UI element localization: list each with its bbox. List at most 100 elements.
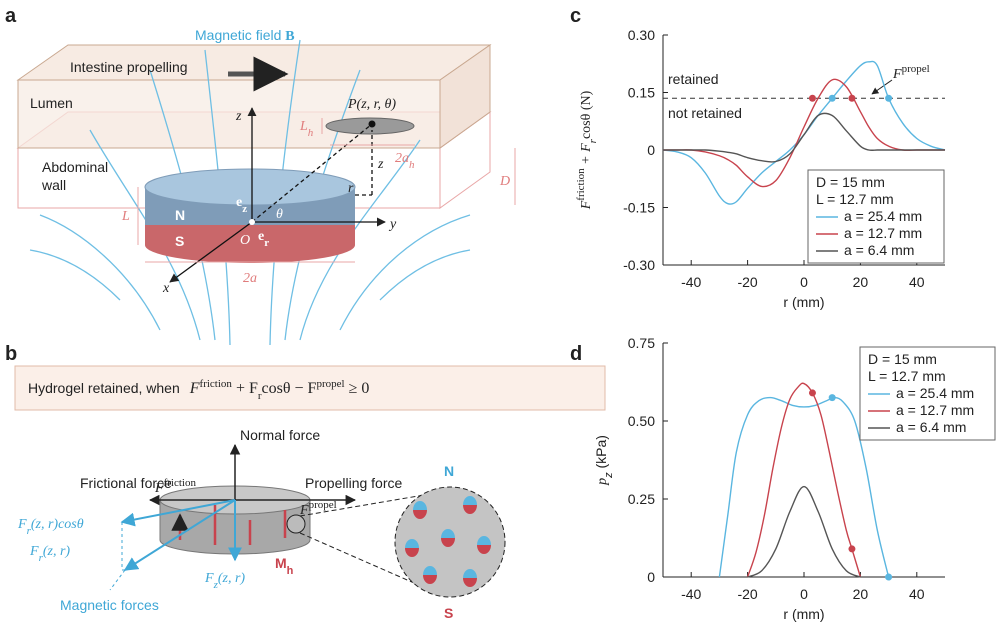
zoom-line — [299, 493, 431, 517]
annotation: not retained — [668, 105, 742, 121]
x-tick-label: 0 — [800, 274, 808, 290]
marker — [828, 394, 836, 402]
label: r — [348, 181, 354, 196]
text: cosθ (N) — [579, 90, 594, 139]
label: Fz(z, r) — [204, 571, 245, 591]
text: e — [236, 195, 242, 210]
label: ez — [236, 195, 247, 215]
series-line — [747, 485, 861, 578]
text: F — [17, 517, 27, 532]
series-line — [746, 382, 862, 578]
label: Fpropel — [299, 499, 337, 518]
text: h — [308, 127, 314, 139]
marker — [885, 573, 893, 581]
label: wall — [41, 177, 66, 193]
marker — [808, 389, 816, 397]
text: (z, r)cosθ — [31, 517, 84, 532]
label: z — [235, 109, 242, 124]
magnet-south — [145, 225, 355, 263]
text: B — [285, 29, 294, 44]
label: θ — [276, 207, 283, 222]
origin — [249, 219, 255, 225]
text: (z, r) — [218, 571, 246, 586]
text: + F — [232, 380, 258, 397]
panel-label: c — [570, 5, 581, 27]
label: er — [258, 229, 269, 249]
field-label: Magnetic field B — [195, 27, 295, 44]
diagram-a: Magnetic field B Intestine propelling Lu… — [16, 27, 516, 346]
x-tick-label: -20 — [737, 274, 757, 290]
text: z — [242, 203, 247, 215]
x-axis-label: r (mm) — [783, 294, 824, 310]
magnet-top — [144, 168, 356, 206]
legend-note: D = 15 mm — [868, 351, 937, 367]
label: P(z, r, θ) — [347, 97, 396, 112]
y-tick-label: 0.50 — [628, 413, 655, 429]
y-tick-label: 0.75 — [628, 335, 655, 351]
lumen-side — [439, 44, 491, 149]
x-tick-label: 20 — [853, 586, 869, 602]
legend-label: a = 25.4 mm — [896, 385, 974, 401]
y-tick-label: 0 — [647, 142, 655, 158]
text: r — [27, 525, 32, 537]
y-axis-label: Ffriction + Frcosθ (N) — [575, 90, 599, 210]
threshold-arrow — [871, 79, 893, 95]
label: Fr(z, r) — [29, 544, 70, 564]
x-axis-label: r (mm) — [783, 606, 824, 622]
x-tick-label: 40 — [909, 586, 925, 602]
text: F — [154, 481, 164, 496]
text: propel — [316, 378, 344, 390]
legend-note: L = 12.7 mm — [868, 368, 946, 384]
label: Lh — [299, 119, 314, 139]
x-tick-label: -40 — [681, 586, 701, 602]
marker — [848, 94, 856, 102]
text: e — [258, 229, 264, 244]
label: O — [240, 233, 250, 248]
legend-note: D = 15 mm — [816, 174, 885, 190]
legend-note: L = 12.7 mm — [816, 191, 894, 207]
text: F — [189, 380, 200, 397]
label: Normal force — [240, 427, 320, 443]
text: L — [299, 119, 308, 134]
label: L — [121, 209, 130, 224]
legend-label: a = 6.4 mm — [896, 419, 966, 435]
text: F — [579, 200, 594, 210]
label: Magnetic forces — [60, 597, 159, 613]
dimension-lines — [137, 118, 516, 263]
text: r — [587, 138, 599, 143]
y-tick-label: 0.25 — [628, 491, 655, 507]
label: Fr(z, r)cosθ — [17, 517, 84, 537]
label: 2ah — [395, 151, 415, 171]
label: Mh — [275, 555, 294, 577]
text: F — [29, 544, 39, 559]
legend-label: a = 6.4 mm — [844, 242, 914, 258]
marker — [848, 545, 856, 553]
text: z — [213, 579, 219, 591]
text: ≥ 0 — [345, 380, 370, 397]
lumen-front — [17, 79, 441, 149]
y-tick-label: 0.30 — [628, 27, 655, 43]
label: N — [175, 207, 185, 223]
label: Frictional force — [80, 475, 172, 491]
text: M — [275, 555, 287, 571]
text: r — [258, 390, 262, 402]
condition-box — [14, 365, 606, 411]
y-tick-label: 0 — [647, 569, 655, 585]
threshold-label: Fpropel — [892, 63, 930, 82]
text: h — [409, 159, 415, 171]
text: friction — [200, 378, 233, 390]
text: Ffriction + Frcosθ − Fpropel ≥ 0 — [189, 378, 370, 402]
diagram-b: Hydrogel retained, when Ffriction + Frcos… — [14, 365, 606, 621]
condition: Hydrogel retained, when Ffriction + Frcos… — [28, 378, 369, 402]
y-tick-label: 0.15 — [628, 85, 655, 101]
label: Abdominal — [42, 159, 108, 175]
label: y — [388, 217, 397, 232]
legend-label: a = 25.4 mm — [844, 208, 922, 224]
panel-label: a — [5, 5, 17, 27]
text: (z, r) — [43, 544, 71, 559]
text: F — [299, 503, 309, 518]
series-line — [662, 78, 945, 188]
annotation: retained — [668, 71, 719, 87]
text: Hydrogel retained, when — [28, 380, 180, 396]
